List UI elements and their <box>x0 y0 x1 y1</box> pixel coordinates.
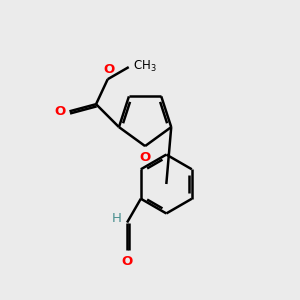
Text: O: O <box>122 255 133 268</box>
Text: H: H <box>111 212 121 225</box>
Text: CH$_3$: CH$_3$ <box>133 58 156 74</box>
Text: O: O <box>103 63 114 76</box>
Text: O: O <box>140 151 151 164</box>
Text: O: O <box>54 105 65 118</box>
